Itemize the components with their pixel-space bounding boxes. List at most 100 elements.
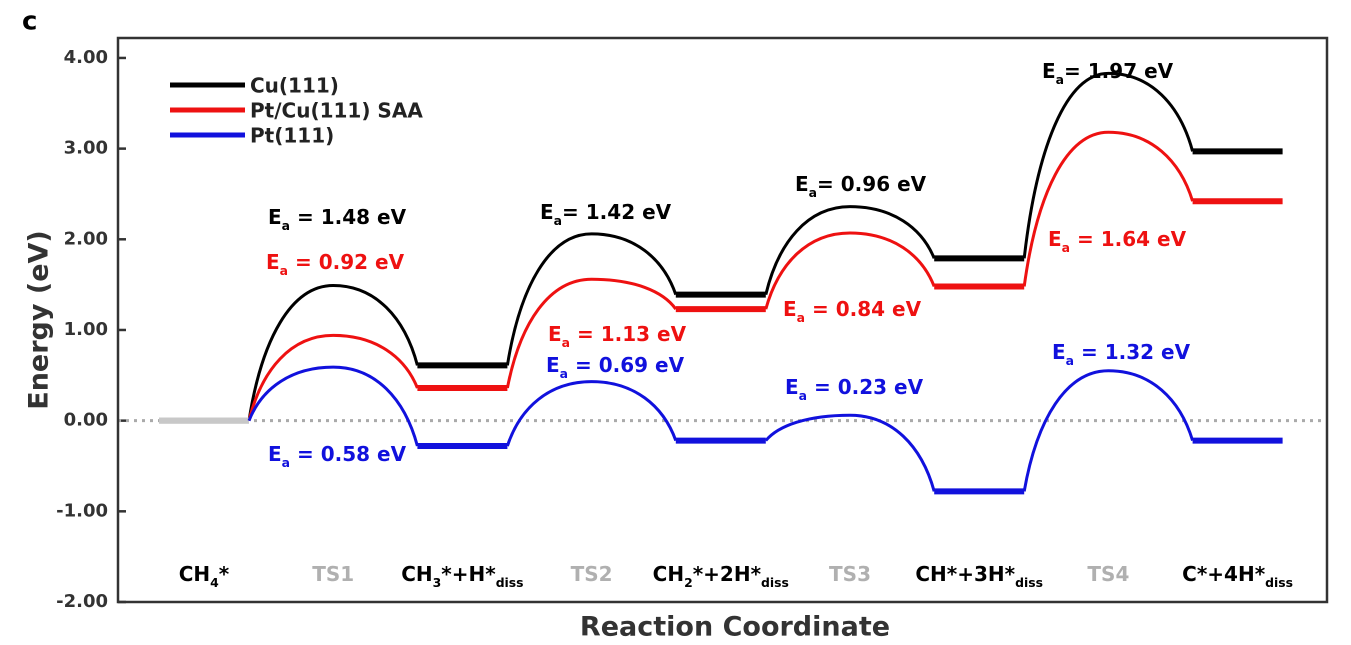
subscript: a (280, 263, 288, 278)
text-part: * (219, 562, 230, 586)
text-part: *+2H* (693, 562, 762, 586)
x-tick-label: CH2*+2H*diss (653, 562, 789, 590)
x-tick-label: CH*+3H*diss (915, 562, 1043, 590)
subscript: a (1056, 72, 1064, 87)
annotation: Ea = 1.64 eV (1048, 227, 1187, 255)
annotation: Ea= 1.97 eV (1042, 59, 1174, 87)
subscript: a (282, 218, 290, 233)
annotation: Ea = 0.23 eV (785, 375, 924, 403)
y-tick-label: 3.00 (64, 138, 108, 159)
text-part: CH (653, 562, 684, 586)
panel-label: c (22, 7, 37, 37)
text-part: CH (401, 562, 432, 586)
text-part: TS4 (1087, 562, 1129, 586)
transition-curve (247, 333, 419, 422)
subscript: a (282, 455, 290, 470)
text-part: *+H* (441, 562, 496, 586)
annotation: Ea = 0.92 eV (266, 250, 405, 278)
transition-curve (1022, 71, 1195, 259)
text-part: E (268, 205, 282, 229)
y-axis-title: Energy (eV) (24, 230, 55, 410)
text-part: E (546, 353, 560, 377)
transition-curve (505, 277, 678, 389)
subscript: a (562, 335, 570, 350)
y-tick-label: -1.00 (56, 500, 108, 521)
text-part: E (548, 322, 562, 346)
legend-label: Cu(111) (250, 74, 339, 98)
x-tick-label: TS2 (571, 562, 613, 586)
subscript: 2 (684, 575, 693, 590)
transition-curve (764, 413, 936, 492)
annotation: Ea = 1.48 eV (268, 205, 407, 233)
subscript: a (1066, 353, 1074, 368)
annotation: Ea = 1.13 eV (548, 322, 687, 350)
text-part: E (795, 172, 809, 196)
text-part: C*+4H* (1182, 562, 1266, 586)
subscript: 4 (210, 575, 219, 590)
text-part: E (785, 375, 799, 399)
text-part: = 1.97 eV (1064, 59, 1174, 83)
text-part: = 1.42 eV (562, 200, 672, 224)
subscript: diss (1015, 575, 1043, 590)
annotation: Ea = 0.58 eV (268, 442, 407, 470)
text-part: E (540, 200, 554, 224)
transition-curve (764, 205, 936, 295)
transition-curve (764, 231, 936, 310)
transition-curve (1022, 130, 1195, 287)
text-part: = 0.96 eV (817, 172, 927, 196)
text-part: E (1052, 340, 1066, 364)
x-tick-label: CH4* (179, 562, 230, 590)
text-part: = 1.48 eV (290, 205, 407, 229)
text-part: = 1.13 eV (570, 322, 687, 346)
annotation: Ea= 0.96 eV (795, 172, 927, 200)
text-part: E (1048, 227, 1062, 251)
transition-curve (247, 284, 419, 421)
y-tick-label: 4.00 (64, 47, 108, 68)
subscript: diss (1265, 575, 1293, 590)
subscript: 3 (433, 575, 442, 590)
text-part: = 0.69 eV (568, 353, 685, 377)
text-part: CH*+3H* (915, 562, 1015, 586)
text-part: = 1.64 eV (1070, 227, 1187, 251)
annotation: Ea= 1.42 eV (540, 200, 672, 228)
subscript: a (799, 388, 807, 403)
plot-frame (116, 36, 1329, 604)
subscript: a (797, 310, 805, 325)
annotation: Ea = 0.84 eV (783, 297, 922, 325)
legend-label: Pt/Cu(111) SAA (250, 99, 423, 123)
y-tick-label: -2.00 (56, 591, 108, 612)
y-tick-label: 1.00 (64, 319, 108, 340)
text-part: TS2 (571, 562, 613, 586)
text-part: = 0.23 eV (807, 375, 924, 399)
annotation: Ea = 0.69 eV (546, 353, 685, 381)
y-tick-label: 2.00 (64, 228, 108, 249)
transition-curve (505, 232, 678, 366)
y-tick-label: 0.00 (64, 410, 108, 431)
text-part: E (268, 442, 282, 466)
subscript: a (560, 366, 568, 381)
x-tick-label: C*+4H*diss (1182, 562, 1293, 590)
x-tick-label: TS4 (1087, 562, 1129, 586)
text-part: E (783, 297, 797, 321)
text-part: E (1042, 59, 1056, 83)
subscript: diss (761, 575, 789, 590)
transition-curve (505, 380, 678, 447)
text-part: = 0.58 eV (290, 442, 407, 466)
text-part: = 0.84 eV (805, 297, 922, 321)
subscript: a (1062, 240, 1070, 255)
transition-curve (1022, 369, 1195, 492)
x-tick-label: TS3 (829, 562, 871, 586)
legend-label: Pt(111) (250, 124, 334, 148)
text-part: E (266, 250, 280, 274)
x-tick-label: CH3*+H*diss (401, 562, 523, 590)
subscript: a (809, 185, 817, 200)
text-part: = 0.92 eV (288, 250, 405, 274)
text-part: TS3 (829, 562, 871, 586)
x-tick-label: TS1 (312, 562, 354, 586)
annotation: Ea = 1.32 eV (1052, 340, 1191, 368)
transition-curve (247, 365, 419, 447)
text-part: = 1.32 eV (1074, 340, 1191, 364)
subscript: diss (496, 575, 524, 590)
